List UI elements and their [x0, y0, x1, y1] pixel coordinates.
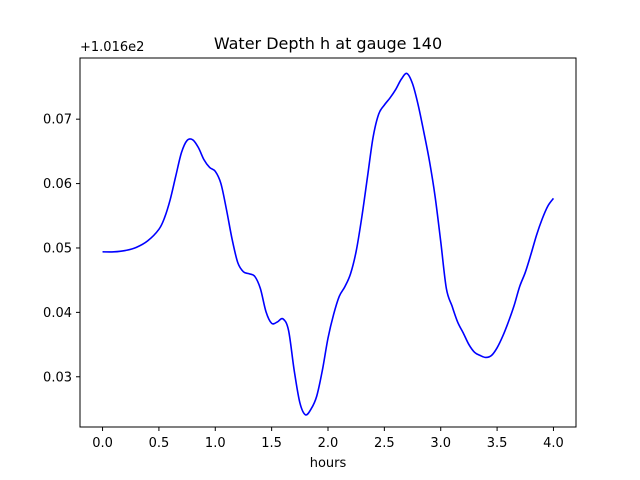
x-axis: 0.0 0.5 1.0 1.5 2.0 2.5 3.0 3.5 4.0 [92, 427, 564, 451]
y-axis: 0.03 0.04 0.05 0.06 0.07 [43, 113, 80, 385]
chart-title: Water Depth h at gauge 140 [214, 34, 442, 53]
x-axis-label: hours [310, 456, 347, 471]
y-tick-label: 0.03 [43, 370, 72, 385]
x-tick-label: 1.5 [261, 436, 282, 451]
plot-frame [79, 57, 577, 428]
x-tick-label: 2.5 [374, 436, 395, 451]
y-tick-label: 0.06 [43, 177, 72, 192]
plot-content [102, 72, 555, 416]
y-tick-label: 0.07 [43, 113, 72, 128]
x-tick-label: 3.0 [430, 436, 451, 451]
x-tick-label: 4.0 [543, 436, 564, 451]
x-tick-label: 0.5 [149, 436, 170, 451]
y-offset-label: +1.016e2 [80, 40, 144, 55]
x-tick-label: 0.0 [92, 436, 113, 451]
x-tick-label: 3.5 [487, 436, 508, 451]
series-line [102, 72, 555, 416]
x-tick-label: 1.0 [205, 436, 226, 451]
y-tick-label: 0.04 [43, 306, 72, 321]
y-tick-label: 0.05 [43, 241, 72, 256]
x-tick-label: 2.0 [318, 436, 339, 451]
